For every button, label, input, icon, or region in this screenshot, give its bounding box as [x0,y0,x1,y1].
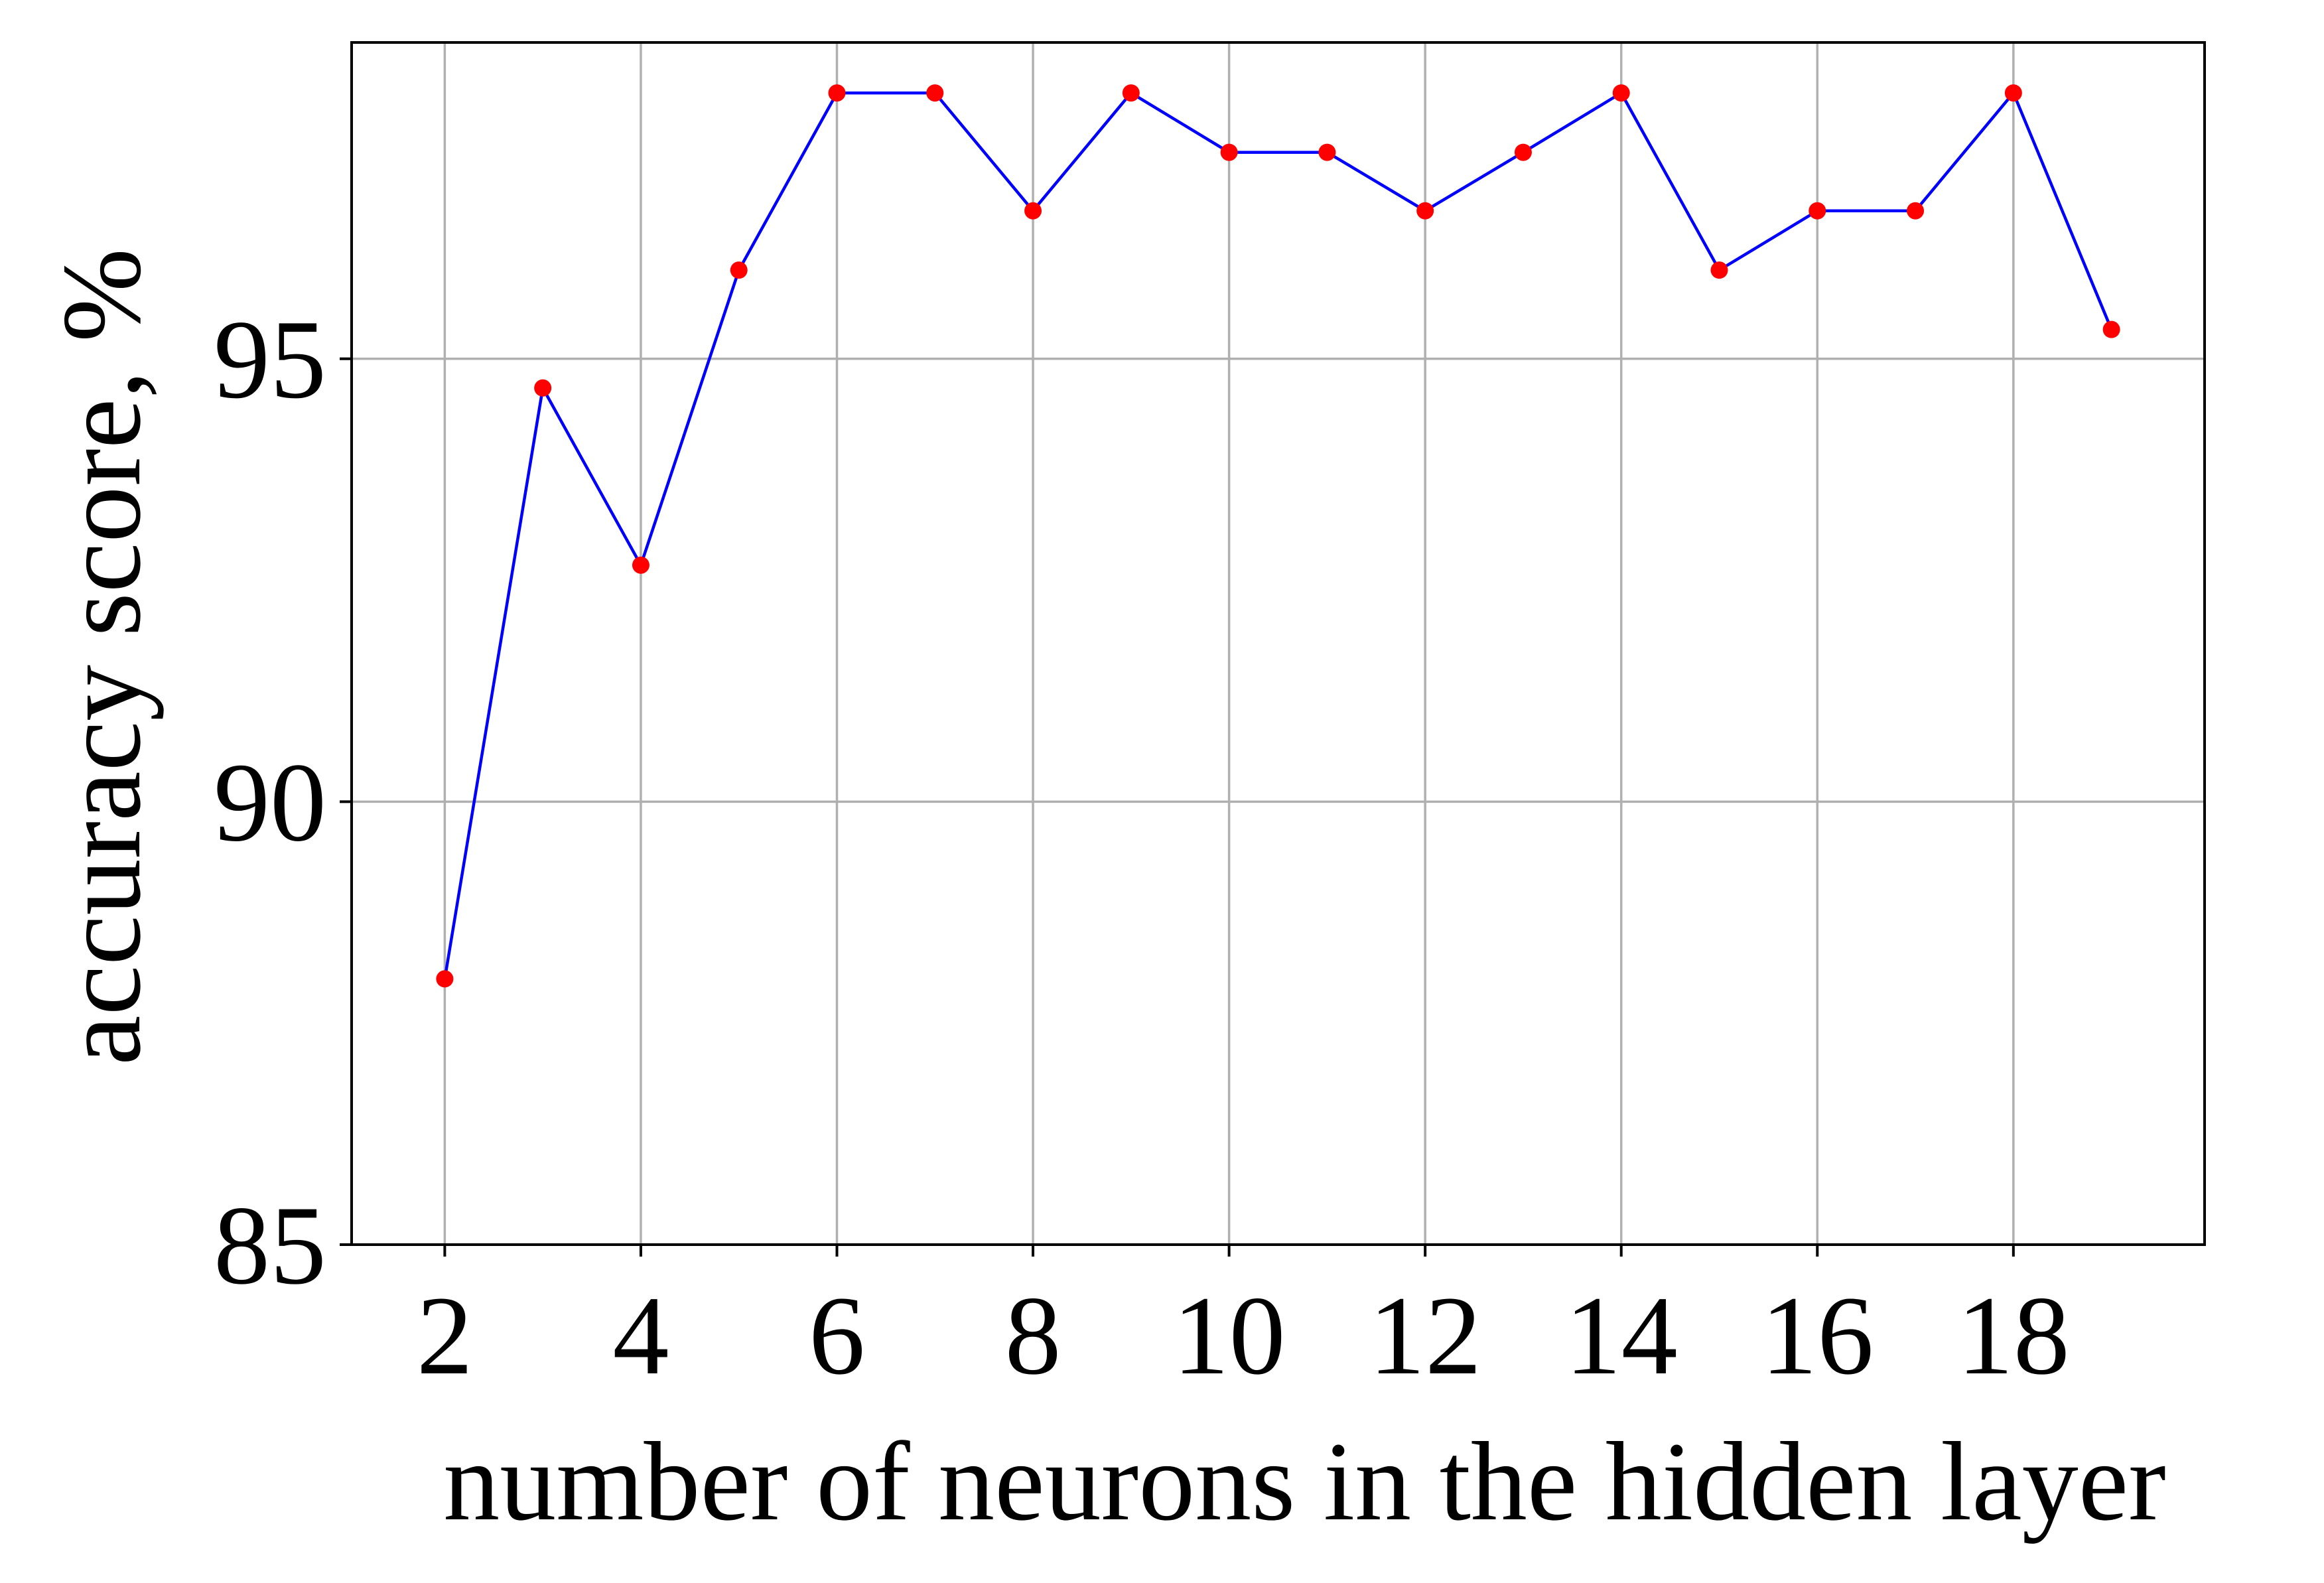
x-tick-label: 4 [612,1273,669,1398]
x-tick-label: 14 [1565,1273,1678,1398]
data-point [1220,143,1238,161]
data-point [1710,261,1728,279]
data-point [828,84,846,102]
plot-frame [350,41,2206,1246]
axis-ticks: 2 4 6 8 10 12 14 16 18 85 90 95 [214,297,2070,1398]
data-point [2004,84,2022,102]
x-axis-label: number of neurons in the hidden layer [443,1419,2165,1544]
data-point [1122,84,1140,102]
data-point [2102,320,2120,338]
grid-lines [352,42,2205,1246]
data-point [926,84,944,102]
y-tick-label: 90 [214,740,326,864]
x-tick-label: 2 [417,1273,473,1398]
data-point [1416,202,1434,220]
x-tick-label: 18 [1957,1273,2070,1398]
x-tick-label: 12 [1369,1273,1481,1398]
data-point [1318,143,1336,161]
x-tick-label: 8 [1005,1273,1061,1398]
data-point [534,379,552,397]
y-tick-label: 85 [214,1183,326,1308]
data-point [436,970,454,988]
series-line [443,90,2113,979]
x-tick-label: 16 [1761,1273,1874,1398]
data-point [1024,202,1042,220]
data-point [1907,202,1925,220]
data-point [1514,143,1532,161]
y-tick-label: 95 [214,297,326,422]
series-layer [436,84,2120,988]
data-point [730,261,748,279]
data-point [1612,84,1630,102]
x-tick-label: 6 [809,1273,865,1398]
data-point [1809,202,1826,220]
y-axis-label: accuracy score, % [39,248,164,1066]
data-point [632,556,649,574]
x-tick-label: 10 [1173,1273,1286,1398]
